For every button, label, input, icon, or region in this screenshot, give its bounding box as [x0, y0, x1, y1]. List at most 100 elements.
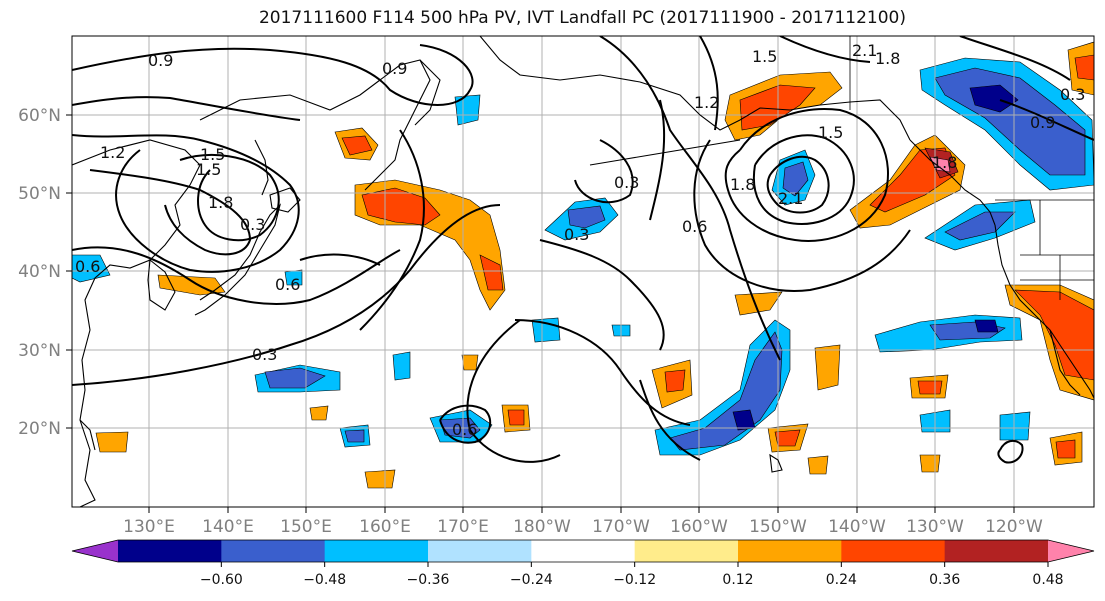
lon-label: 130°E: [123, 517, 175, 537]
shade-positive: [479, 254, 504, 291]
map-title: 2017111600 F114 500 hPa PV, IVT Landfall…: [258, 8, 906, 28]
contour-label: 0.9: [148, 51, 173, 70]
colorbar-segment: [738, 540, 842, 562]
lon-label: 170°W: [592, 517, 650, 537]
shade-negative: [969, 84, 1019, 113]
axis-ticks: [66, 114, 1015, 513]
shade-positive: [1074, 54, 1094, 81]
coastlines: [72, 36, 1094, 507]
lat-label: 20°N: [18, 419, 61, 439]
coastline-korea: [147, 258, 176, 311]
coastline-sakhalin: [254, 139, 269, 196]
colorbar-tick-label: −0.36: [407, 572, 450, 588]
colorbar-segment: [221, 540, 326, 562]
shade-negative: [782, 161, 809, 197]
lat-label: 30°N: [18, 341, 61, 361]
shade-negative: [392, 351, 411, 381]
contour-label: 0.3: [564, 225, 589, 244]
coastline-kamchatka: [414, 59, 441, 126]
coastline-baja: [1049, 329, 1081, 396]
lon-label: 160°E: [359, 517, 411, 537]
shade-negative: [344, 429, 365, 443]
contour-label: 1.2: [100, 143, 125, 162]
shade-positive: [664, 369, 686, 393]
lat-label: 50°N: [18, 184, 61, 204]
contour-label: 0.9: [382, 59, 407, 78]
contour-label: 0.3: [614, 173, 639, 192]
colorbar-tick-label: −0.12: [613, 572, 656, 588]
contour-label: 0.3: [252, 345, 277, 364]
contour-label: 0.6: [75, 257, 100, 276]
shade-positive: [814, 344, 841, 391]
colorbar-tick-label: −0.60: [200, 572, 243, 588]
lat-label: 60°N: [18, 106, 61, 126]
shade-positive: [461, 354, 479, 371]
shade-positive: [919, 454, 941, 473]
colorbar-outline: [71, 539, 1095, 563]
pv-contour-labels: 0.9 0.9 1.5 1.2 2.1 1.8 1.2 1.5 1.8 0.3 …: [75, 41, 1085, 439]
colorbar-segment: [428, 540, 532, 562]
contour-label: 1.5: [196, 160, 221, 179]
shade-positive: [1014, 289, 1094, 381]
shade-positive: [309, 405, 329, 421]
shade-positive: [361, 187, 441, 226]
shade-positive: [807, 455, 829, 475]
lon-label: 130°W: [906, 517, 964, 537]
lon-label: 120°W: [985, 517, 1043, 537]
shade-positive: [507, 409, 525, 426]
contour-label: 0.3: [240, 215, 265, 234]
shade-negative: [974, 319, 999, 333]
shade-positive: [341, 135, 373, 156]
contour-label: 1.8: [875, 49, 900, 68]
coastline-hokkaido: [269, 187, 301, 213]
coastline-hawaii: [769, 453, 783, 473]
contour-label: 0.9: [1030, 113, 1055, 132]
coastline-philippines: [79, 419, 96, 451]
shade-negative: [944, 211, 1016, 241]
coastline-bc: [909, 139, 996, 226]
lon-label: 150°E: [280, 517, 332, 537]
lon-label: 150°W: [749, 517, 807, 537]
contour-label: 1.2: [694, 93, 719, 112]
coastline-aleutians: [589, 139, 741, 166]
coastline-japan: [194, 203, 282, 316]
contour-label: 0.6: [452, 420, 477, 439]
colorbar-tick-label: 0.48: [1032, 572, 1063, 588]
colorbar-segment: [324, 540, 429, 562]
coastline-us-west: [994, 224, 1094, 399]
political-boundaries: [849, 36, 1094, 300]
shade-positive: [95, 431, 129, 453]
colorbar-tick-label: 0.24: [826, 572, 857, 588]
shade-positive: [774, 429, 801, 447]
shade-negative: [567, 205, 606, 229]
shade-positive: [734, 291, 783, 316]
colorbar-segment: [944, 540, 1049, 562]
colorbar-tick-label: −0.24: [510, 572, 553, 588]
coastline-chukotka: [479, 36, 641, 83]
contour-label: 1.8: [730, 175, 755, 194]
contour-label: 2.1: [852, 41, 877, 60]
colorbar-tick-label: 0.12: [722, 572, 753, 588]
shade-positive: [1055, 439, 1076, 459]
colorbar-tick-label: −0.48: [303, 572, 346, 588]
contour-label: 1.8: [208, 193, 233, 212]
contour-label: 1.8: [932, 153, 957, 172]
colorbar-segment: [634, 540, 739, 562]
lon-label: 170°E: [437, 517, 489, 537]
lon-label: 140°E: [202, 517, 254, 537]
coastline-okhotsk: [199, 59, 431, 191]
colorbar-segment: [1048, 540, 1094, 562]
colorbar-tick-label: 0.36: [929, 572, 960, 588]
contour-label: 0.6: [682, 217, 707, 236]
colorbar: −0.60 −0.48 −0.36 −0.24 −0.12 0.12 0.24 0.36 0.4…: [71, 539, 1095, 588]
contour-label: 2.1: [778, 189, 803, 208]
shade-negative: [999, 411, 1031, 441]
contour-label: 0.3: [1060, 85, 1085, 104]
shade-positive: [364, 469, 396, 489]
coastline-alaska: [639, 81, 911, 141]
lat-label: 40°N: [18, 262, 61, 282]
colorbar-segment: [72, 540, 118, 562]
contour-label: 1.5: [818, 123, 843, 142]
longitude-labels: 130°E 140°E 150°E 160°E 170°E 180°W 170°…: [123, 517, 1043, 537]
